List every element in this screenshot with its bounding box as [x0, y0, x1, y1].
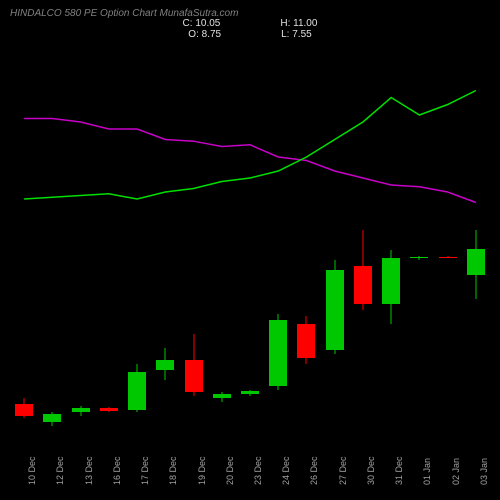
- open-readout: O: 8.75: [188, 29, 221, 40]
- x-tick-label: 23 Dec: [253, 456, 263, 485]
- x-tick-label: 16 Dec: [112, 456, 122, 485]
- x-tick-label: 12 Dec: [55, 456, 65, 485]
- candlestick-series: [10, 80, 490, 430]
- x-tick-label: 02 Jan: [451, 458, 461, 485]
- x-tick-label: 19 Dec: [197, 456, 207, 485]
- x-tick-label: 31 Dec: [394, 456, 404, 485]
- x-tick-label: 27 Dec: [338, 456, 348, 485]
- x-tick-label: 30 Dec: [366, 456, 376, 485]
- x-axis-labels: 10 Dec 12 Dec 13 Dec 16 Dec 17 Dec 18 Dec 19 D…: [10, 435, 490, 490]
- x-tick-label: 18 Dec: [168, 456, 178, 485]
- x-tick-label: 13 Dec: [84, 456, 94, 485]
- x-tick-label: 24 Dec: [281, 456, 291, 485]
- chart-plot-area: [10, 80, 490, 430]
- x-tick-label: 10 Dec: [27, 456, 37, 485]
- x-tick-label: 20 Dec: [225, 456, 235, 485]
- close-readout: C: 10.05: [183, 18, 221, 29]
- ohlc-readout: C: 10.05 H: 11.00 O: 8.75 L: 7.55: [0, 18, 500, 40]
- x-tick-label: 26 Dec: [309, 456, 319, 485]
- x-tick-label: 17 Dec: [140, 456, 150, 485]
- high-readout: H: 11.00: [280, 18, 317, 29]
- x-tick-label: 03 Jan: [479, 458, 489, 485]
- x-tick-label: 01 Jan: [422, 458, 432, 485]
- low-readout: L: 7.55: [281, 29, 312, 40]
